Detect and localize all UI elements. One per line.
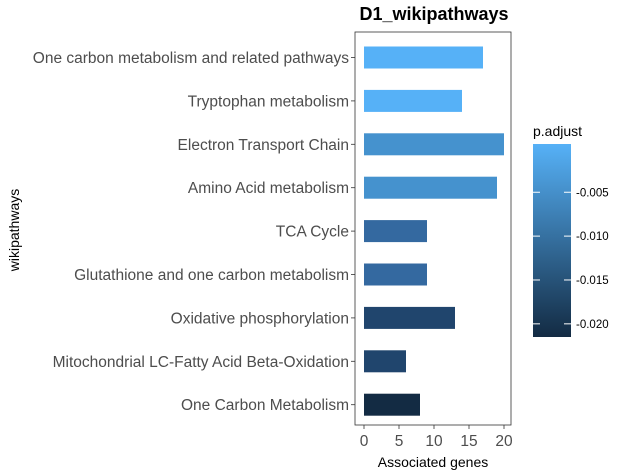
legend-tick-label: -0.015: [576, 275, 609, 287]
legend-tick-label: -0.010: [576, 231, 609, 243]
x-axis-title: Associated genes: [378, 454, 489, 470]
bar: [364, 46, 483, 69]
chart-title: D1_wikipathways: [359, 4, 508, 24]
x-tick-label: 5: [395, 433, 404, 450]
legend-title: p.adjust: [533, 123, 582, 139]
legend-tick-label: -0.020: [576, 319, 609, 331]
category-label: Electron Transport Chain: [178, 137, 349, 154]
x-tick-label: 0: [360, 433, 369, 450]
category-label: One Carbon Metabolism: [181, 397, 349, 414]
y-axis-title: wikipathways: [6, 189, 22, 272]
bar: [364, 220, 427, 243]
legend-ticks: -0.005 -0.010 -0.015 -0.020: [533, 187, 609, 331]
bar: [364, 350, 406, 373]
category-label: TCA Cycle: [276, 224, 349, 241]
x-axis-ticks: 0 5 10 15 20: [360, 425, 513, 450]
bar: [364, 133, 504, 156]
category-label: Amino Acid metabolism: [188, 180, 349, 197]
bar: [364, 393, 420, 416]
bar: [364, 176, 497, 199]
legend-tick-label: -0.005: [576, 187, 609, 199]
category-label: Glutathione and one carbon metabolism: [74, 267, 349, 284]
plot-panel: [354, 31, 512, 426]
bars-layer: [364, 46, 504, 416]
category-label: Oxidative phosphorylation: [171, 310, 349, 327]
color-legend: p.adjust -0.005 -0.010 -0.015 -0.020: [533, 123, 609, 337]
x-tick-label: 15: [460, 433, 477, 450]
category-label: Mitochondrial LC-Fatty Acid Beta-Oxidati…: [53, 354, 349, 371]
category-label: Tryptophan metabolism: [188, 93, 349, 110]
category-labels: One carbon metabolism and related pathwa…: [33, 50, 355, 414]
category-label: One carbon metabolism and related pathwa…: [33, 50, 349, 67]
x-tick-label: 20: [495, 433, 513, 450]
x-tick-label: 10: [425, 433, 443, 450]
bar: [364, 263, 427, 286]
bar: [364, 89, 462, 112]
legend-colorbar: [533, 144, 571, 337]
bar: [364, 306, 455, 329]
